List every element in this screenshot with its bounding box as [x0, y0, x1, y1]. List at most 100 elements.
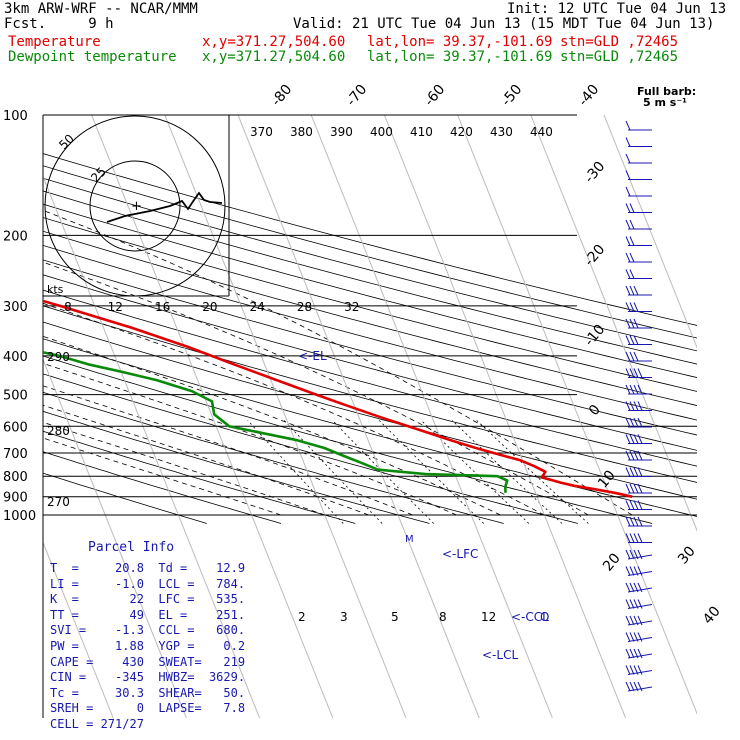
wind-barb-flag [637, 434, 643, 444]
isotherm-label--50: -50 [498, 82, 525, 110]
wind-barb-flag [625, 599, 631, 609]
dry-adiabat-60 [43, 305, 697, 483]
isotherm-40 [530, 115, 697, 532]
wind-barb-flag [637, 549, 643, 560]
wind-barb-flag [629, 615, 635, 626]
parcel-info-row: TT = 49 EL = 251. [50, 607, 246, 622]
wind-barb-flag [637, 450, 643, 461]
wind-barb-flag [625, 483, 631, 494]
wind-barb-flag [625, 203, 631, 213]
parcel-info-row: PW = 1.88 YGP = 0.2 [50, 639, 246, 653]
parcel-info-row: SVI = -1.3 CCL = 680. [50, 623, 246, 638]
wind-barb-flag [625, 335, 631, 345]
moist-adiabat-26 [43, 261, 589, 516]
wind-barb-flag [625, 285, 631, 296]
parcel-info-row: CELL = 271/27 [50, 717, 144, 731]
wind-barb-flag [629, 236, 635, 246]
temperature-legend-label: Temperature [8, 34, 101, 50]
wind-barb-flag [625, 648, 631, 659]
wind-barb-flag [625, 269, 631, 279]
wind-barb-flag [633, 500, 639, 510]
pressure-label-200: 200 [3, 229, 28, 244]
pressure-label-500: 500 [3, 389, 28, 404]
isotherm--40 [43, 358, 187, 718]
hodograph-center: + [131, 199, 142, 214]
wind-barb-flag [625, 252, 631, 263]
isotherm-50 [603, 115, 697, 349]
wind-barb-flag [633, 665, 639, 675]
dry-adiabat-120 [43, 217, 697, 392]
pressure-label-100: 100 [3, 109, 28, 124]
wind-barb-flag [629, 467, 635, 477]
wind-barb-flag [625, 434, 631, 444]
wind-barb-flag [633, 566, 639, 576]
wind-barb-flag [633, 417, 639, 428]
dry-adiabat-110 [43, 230, 697, 406]
temperature-profile [43, 299, 633, 498]
wind-barb-flag [633, 467, 639, 477]
wind-barb-flag [633, 632, 639, 642]
wind-barb-flag [625, 236, 631, 246]
isotherm-label--40: -40 [575, 82, 602, 110]
dry-adiabat-40 [43, 338, 697, 517]
wind-barb-flag [629, 483, 635, 494]
dry-adiabat-50 [43, 321, 697, 500]
wind-barb-flag [625, 351, 631, 362]
mixing-ratio-label-5: 5 [391, 610, 399, 624]
dry-adiabat-130 [43, 203, 697, 378]
wind-barb-flag [633, 384, 639, 395]
dewpoint-legend-label: Dewpoint temperature [8, 49, 177, 65]
dry-adiabat-150 [43, 177, 697, 352]
model-title: 3km ARW-WRF -- NCAR/MMM [4, 1, 198, 17]
wind-barb-flag [625, 450, 631, 461]
wind-barb-flag [625, 120, 631, 131]
wind-barb-flag [633, 615, 639, 626]
parcel-info-row: LI = -1.0 LCL = 784. [50, 576, 246, 591]
wind-barb-flag [637, 516, 643, 527]
mixing-ratio-label-8: 8 [439, 610, 447, 624]
wind-barb-flag [629, 599, 635, 609]
speed-tick-20: 20 [202, 300, 217, 314]
el-annotation: <-EL [298, 349, 327, 363]
wind-barb-flag [625, 665, 631, 675]
wind-barb-flag [633, 401, 639, 411]
wind-barb-flag [629, 285, 635, 296]
isotherm-0 [237, 115, 480, 718]
pressure-label-1000: 1000 [3, 509, 36, 524]
wind-barb-flag [633, 335, 639, 345]
moist-adiabat--10 [43, 421, 325, 516]
wind-barb-flag [637, 533, 643, 543]
theta-e-label-370: 370 [250, 125, 273, 139]
wind-barb [627, 587, 653, 593]
isotherm--30 [43, 175, 261, 718]
wind-barb-flag [629, 335, 635, 345]
wind-barb-flag [633, 302, 639, 312]
forecast-hour: Fcst. 9 h [4, 16, 114, 32]
parcel-marker: M [405, 534, 414, 545]
speed-tick-24: 24 [250, 300, 265, 314]
mixing-ratio-label-3: 3 [340, 610, 348, 624]
wind-barb-flag [625, 516, 631, 527]
speed-tick-16: 16 [155, 300, 170, 314]
wind-barb-flag [633, 516, 639, 527]
ccl-annotation: <-CCL [511, 610, 549, 624]
speed-tick-28: 28 [297, 300, 312, 314]
wind-barb-flag [625, 582, 631, 593]
wind-barb-flag [629, 384, 635, 395]
lfc-annotation: <-LFC [442, 547, 478, 561]
wind-barb [627, 686, 653, 692]
wind-barb-flag [625, 368, 631, 378]
wind-barb-flag [633, 681, 639, 692]
wind-barb-flag [629, 434, 635, 444]
wind-barb-flag [625, 170, 631, 180]
wind-barb-flag [625, 681, 631, 692]
wind-barb-flag [637, 582, 643, 593]
dry-adiabat-20 [43, 373, 578, 524]
dry-adiabat-100 [43, 244, 697, 421]
wind-barb-flag [633, 368, 639, 378]
pressure-label-700: 700 [3, 447, 28, 462]
dewpoint-xy: x,y=371.27,504.60 [202, 49, 346, 65]
parcel-info-row: Tc = 30.3 SHEAR= 50. [50, 685, 246, 700]
wind-barb-flag [633, 434, 639, 444]
hodograph-ring-50 [44, 115, 226, 297]
